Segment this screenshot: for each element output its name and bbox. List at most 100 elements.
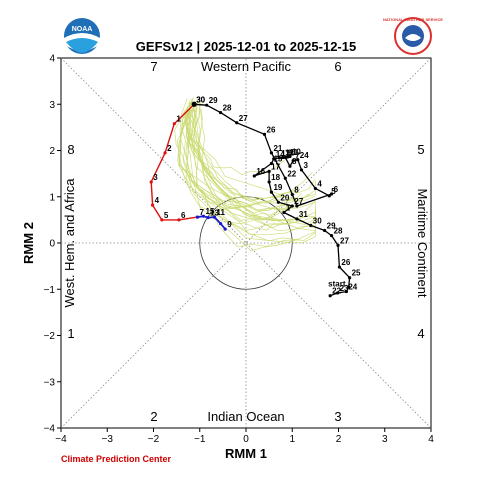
ensemble-member-track [195, 105, 291, 231]
observed-track-day-label: 29 [327, 222, 336, 231]
ensemble-member-track [193, 97, 316, 214]
observed-track-day-label: 5 [331, 187, 336, 196]
observed-track-day-label: 1 [286, 203, 291, 212]
observed-track-point [291, 159, 295, 163]
forecast-week2-track-point [201, 214, 206, 218]
forecast-mean-track-line [150, 103, 198, 221]
observed-track-day-label: 6 [334, 185, 339, 194]
observed-track-point [281, 155, 285, 160]
phase-label-5: 5 [417, 142, 424, 157]
observed-track-day-label: 2 [294, 197, 299, 206]
observed-track-day-label: 24 [348, 283, 357, 292]
observed-track-point [295, 217, 299, 221]
observed-track-point [299, 168, 304, 172]
observed-track-day-label: 11 [290, 148, 299, 157]
observed-track-day-label: 18 [271, 173, 280, 182]
y-tick-label: 0 [49, 239, 55, 250]
noaa-logo: NOAA [64, 18, 100, 54]
x-tick-label: 2 [336, 434, 342, 445]
x-tick-label: −4 [55, 434, 67, 445]
forecast-mean-track-day-label: 4 [155, 196, 160, 205]
observed-track-point [267, 180, 271, 184]
observed-track-point [329, 192, 334, 196]
observed-track-day-label: 21 [273, 144, 282, 153]
observed-track-day-label: 24 [300, 151, 309, 160]
noaa-logo-text: NOAA [72, 26, 93, 33]
x-tick-label: 1 [289, 434, 295, 445]
forecast-week2-track-day-label: 11 [217, 208, 226, 217]
phase-label-8: 8 [67, 142, 74, 157]
observed-track-point [262, 132, 267, 136]
observed-track-point [328, 294, 332, 298]
observed-track-day-label: 16 [256, 167, 265, 176]
ensemble-member-track [185, 110, 300, 248]
forecast-week2-track-point [195, 215, 200, 219]
observed-track-point [218, 110, 223, 115]
ensemble-member-track [187, 110, 316, 200]
observed-track-day-label: 20 [280, 193, 289, 202]
observed-track-day-label: 14 [276, 150, 285, 159]
phase-label-6: 6 [334, 59, 341, 74]
y-axis-label: RMM 2 [21, 222, 36, 264]
region-label-top: Western Pacific [201, 59, 292, 74]
ensemble-member-track [185, 100, 309, 210]
observed-track-day-label: 17 [271, 162, 280, 171]
forecast-mean-track-point [172, 122, 176, 126]
forecast-mean-track-day-label: 3 [153, 173, 158, 182]
forecast-mean-track-day-label: 5 [164, 211, 169, 220]
forecast-mean-track-point [160, 218, 164, 222]
observed-track-day-label: 31 [299, 210, 308, 219]
forecast-week2-track-point [218, 221, 223, 226]
ensemble-member-track [177, 108, 314, 229]
observed-track-day-label: 26 [341, 258, 350, 267]
observed-track-day-label: 28 [334, 227, 343, 236]
observed-track-point [327, 194, 331, 198]
observed-track-day-label: 28 [223, 104, 232, 113]
forecast-mean-track-day-label: 2 [167, 144, 172, 153]
observed-track-point [290, 204, 294, 208]
observed-track-day-label: 27 [239, 114, 248, 123]
forecast-week2-track-day-label: 15 [205, 207, 214, 216]
observed-track-point [296, 158, 300, 162]
x-tick-label: −2 [148, 434, 160, 445]
forecast-mean-track-day-label: 6 [181, 211, 186, 220]
ensemble-member-track [191, 108, 316, 225]
forecast-mean-track-point [163, 151, 167, 155]
forecast-week2-track-point [223, 227, 227, 231]
observed-track-day-label: 12 [285, 148, 294, 157]
observed-track-day-label: 8 [294, 185, 299, 194]
observed-track-day-label: 15 [273, 154, 282, 163]
forecast-week2-track-day-label: 9 [227, 220, 232, 229]
ensemble-member-track [193, 100, 305, 211]
ensemble-member-track [181, 102, 316, 242]
observed-track-point [267, 169, 271, 173]
observed-track-point [336, 243, 340, 247]
forecast-mean-track-day-label: 30 [196, 95, 205, 104]
observed-track-point [323, 228, 327, 233]
observed-track-point [337, 265, 342, 269]
forecast-week2-track-point [206, 215, 210, 220]
observed-track-point [344, 289, 348, 294]
y-tick-label: −4 [44, 424, 56, 435]
nws-logo-text: NATIONAL WEATHER SERVICE [383, 17, 443, 22]
observed-track-day-label: 22 [332, 287, 341, 296]
region-label-left: West. Hem. and Africa [62, 178, 77, 308]
phase-label-1: 1 [67, 326, 74, 341]
observed-track-point [282, 210, 286, 215]
observed-track-day-label: 26 [267, 125, 276, 134]
x-tick-label: −3 [102, 434, 114, 445]
observed-track-day-label: 7 [295, 152, 300, 161]
observed-track-day-label: 19 [273, 183, 282, 192]
x-tick-label: 3 [382, 434, 388, 445]
y-tick-label: 3 [49, 100, 55, 111]
region-label-right: Maritime Continent [415, 188, 430, 297]
ensemble-member-track [188, 109, 316, 236]
y-tick-label: 4 [49, 54, 55, 65]
x-tick-label: 4 [428, 434, 434, 445]
observed-track-day-label: 3 [304, 161, 309, 170]
y-tick-label: 1 [49, 192, 55, 203]
forecast-mean-track-day-label: 1 [176, 115, 181, 124]
ensemble-member-track [200, 109, 316, 244]
observed-track-point [295, 204, 299, 208]
